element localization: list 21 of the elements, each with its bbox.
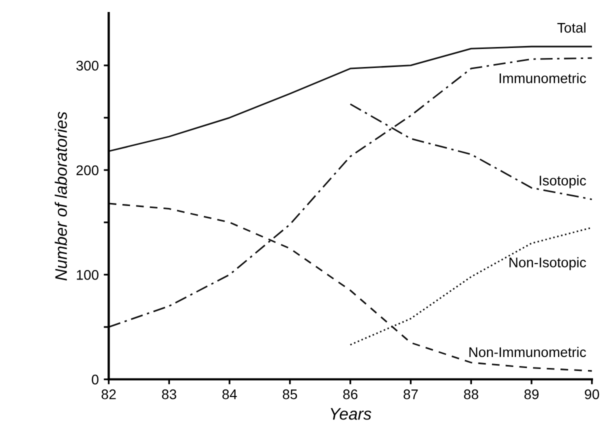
x-tick-label: 82 bbox=[102, 389, 116, 400]
x-tick-label: 90 bbox=[584, 389, 600, 400]
x-axis-title: Years bbox=[330, 408, 372, 420]
y-tick-label: 0 bbox=[92, 374, 98, 384]
series-label: Non-Isotopic bbox=[510, 257, 586, 270]
x-tick-label: 89 bbox=[524, 389, 539, 400]
line-series bbox=[108, 46, 592, 152]
y-tick-label: 300 bbox=[76, 60, 98, 71]
y-tick-label: 100 bbox=[76, 270, 98, 280]
x-tick-label: 84 bbox=[222, 389, 237, 400]
series-label: Isotopic bbox=[540, 175, 586, 188]
x-tick-label: 85 bbox=[282, 389, 298, 400]
series-label: Non-Immunometric bbox=[469, 346, 586, 358]
x-tick-label: 88 bbox=[464, 389, 478, 400]
x-tick-label: 86 bbox=[343, 389, 358, 400]
y-tick-label: 200 bbox=[76, 165, 98, 176]
x-tick-label: 83 bbox=[162, 389, 176, 400]
y-axis-title: Number of laboratories bbox=[54, 112, 67, 280]
series-label: Immunometric bbox=[500, 73, 586, 84]
x-tick-label: 87 bbox=[404, 389, 418, 400]
series-label: Total bbox=[557, 22, 586, 33]
